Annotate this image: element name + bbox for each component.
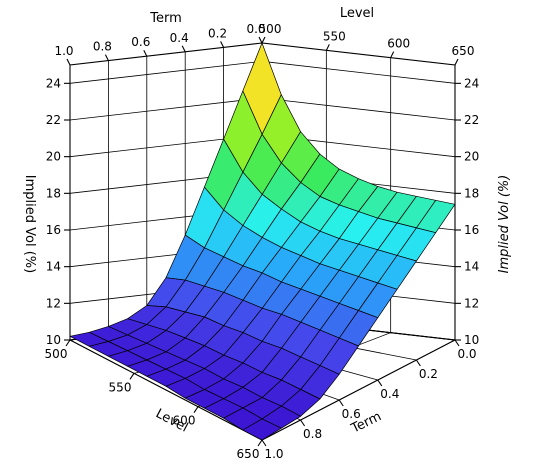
bottom-term-tick-label: 1.0 — [264, 447, 283, 461]
bottom-term-tick-label: 0.6 — [342, 407, 361, 421]
floor-level-gridline — [261, 339, 456, 441]
bottom-level-tick-mark — [193, 406, 199, 413]
bottom-term-tick-mark — [300, 419, 306, 427]
bottom-term-tick-mark — [377, 379, 383, 387]
top-level-axis-title: Level — [340, 6, 374, 21]
left-vol-tick-label: 24 — [46, 76, 61, 90]
top-term-tick-label: 1.0 — [54, 44, 73, 58]
left-vol-tick-label: 12 — [46, 296, 61, 310]
top-level-tick-label: 500 — [259, 22, 282, 36]
top-term-tick-label: 0.8 — [93, 40, 112, 54]
bottom-level-tick-mark — [257, 439, 263, 447]
bottom-level-axis-title: Level — [153, 406, 190, 435]
chart-axes: 10 10 12 12 14 14 16 16 18 18 20 20 22 22 24 24 0.0 0.2 0.… — [45, 22, 480, 461]
left-vol-tick-label: 20 — [46, 150, 61, 164]
bottom-term-tick-mark — [415, 359, 421, 367]
right-vol-axis-title: Implied Vol (%) — [497, 175, 512, 274]
bottom-level-tick-label: 550 — [109, 380, 132, 394]
top-level-tick-label: 650 — [452, 44, 475, 58]
left-vol-tick-label: 22 — [46, 113, 61, 127]
top-term-tick-mark — [143, 49, 148, 57]
bottom-level-tick-mark — [129, 373, 135, 380]
right-vol-tick-label: 18 — [464, 186, 479, 200]
bottom-level-tick-mark — [65, 339, 71, 347]
left-vol-tick-label: 16 — [46, 223, 61, 237]
bottom-term-tick-label: 0.8 — [303, 427, 322, 441]
top-level-tick-mark — [325, 44, 330, 51]
top-term-tick-label: 0.6 — [131, 35, 150, 49]
left-vol-axis-title: Implied Vol (%) — [22, 175, 37, 273]
bottom-term-tick-label: 0.0 — [457, 347, 476, 361]
right-vol-tick-label: 20 — [464, 150, 479, 164]
right-vol-tick-label: 12 — [464, 296, 479, 310]
vol-surface — [69, 42, 456, 441]
top-term-tick-label: 0.2 — [208, 26, 227, 40]
top-term-tick-mark — [66, 58, 71, 66]
top-term-tick-mark — [181, 45, 186, 53]
bottom-level-tick-label: 650 — [237, 447, 260, 461]
top-term-tick-mark — [220, 41, 225, 48]
bottom-term-tick-mark — [338, 399, 344, 407]
left-vol-tick-label: 10 — [46, 333, 61, 347]
top-term-tick-mark — [104, 54, 109, 61]
top-level-tick-label: 550 — [323, 29, 346, 43]
top-level-tick-mark — [261, 36, 266, 44]
top-level-tick-label: 600 — [387, 37, 410, 51]
bottom-term-tick-label: 0.2 — [419, 367, 438, 381]
right-vol-tick-label: 16 — [464, 223, 479, 237]
right-vol-tick-label: 10 — [464, 333, 479, 347]
top-term-tick-label: 0.4 — [170, 31, 189, 45]
top-term-tick-mark — [258, 36, 263, 44]
top-term-axis-title: Term — [149, 11, 182, 26]
bottom-level-tick-label: 500 — [45, 347, 68, 361]
right-vol-tick-label: 22 — [464, 113, 479, 127]
bottom-term-tick-label: 0.4 — [380, 387, 399, 401]
top-term-tick-label: 0.0 — [246, 22, 265, 36]
left-vol-tick-label: 18 — [46, 186, 61, 200]
left-vol-tick-label: 14 — [46, 260, 61, 274]
top-level-tick-mark — [454, 58, 459, 66]
bottom-term-tick-mark — [261, 439, 267, 447]
right-vol-tick-label: 24 — [464, 76, 479, 90]
bottom-term-tick-mark — [454, 339, 460, 347]
floor-term-gridline — [69, 339, 263, 441]
bottom-level-tick-label: 600 — [173, 414, 196, 428]
top-level-tick-mark — [390, 51, 395, 58]
right-vol-tick-label: 14 — [464, 260, 479, 274]
